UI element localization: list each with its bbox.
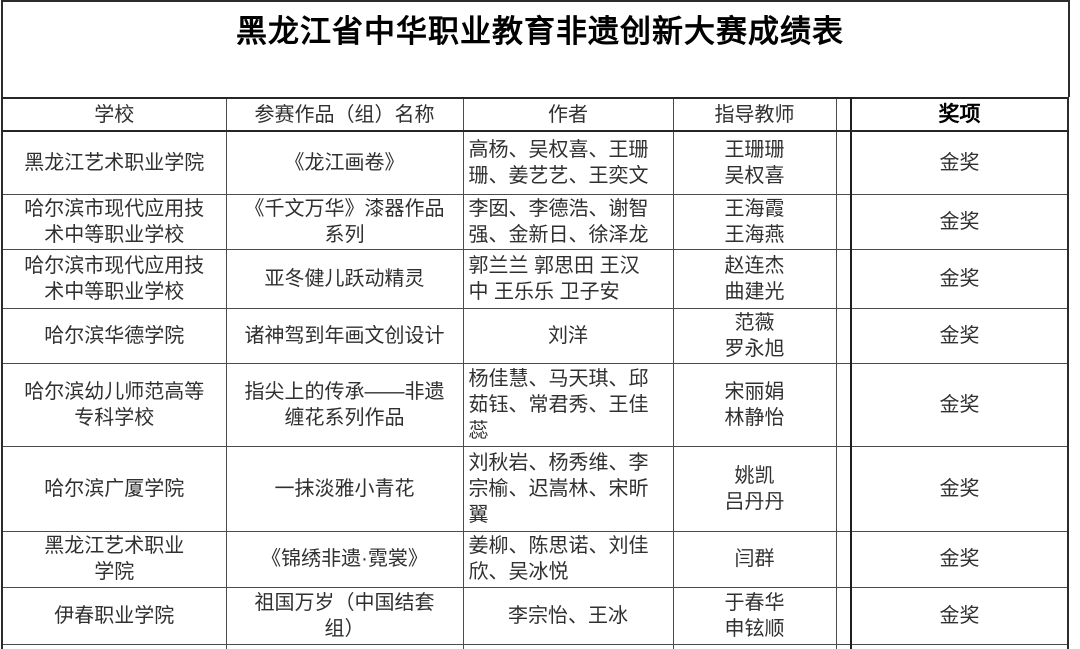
table-row-partial: [1, 643, 1069, 649]
column-gap: [835, 445, 852, 532]
cell-work: 指尖上的传承——非遗 缠花系列作品: [225, 362, 464, 447]
cell-work: 亚冬健儿跃动精灵: [225, 248, 464, 309]
cell-authors: 李宗怡、王冰: [462, 586, 674, 645]
cell-school: 黑龙江艺术职业学院: [1, 130, 227, 195]
column-gap: [835, 193, 852, 250]
cell-school: 哈尔滨幼儿师范高等 专科学校: [1, 362, 227, 447]
title-frame-border: [1, 0, 1070, 97]
cell-authors: 郭兰兰 郭思田 王汉 中 王乐乐 卫子安: [462, 248, 674, 309]
table-row: 伊春职业学院 祖国万岁（中国结套 组） 李宗怡、王冰 于春华 申铉顺 金奖: [1, 586, 1069, 645]
cell-authors: 高杨、吴权喜、王珊 珊、姜艺艺、王奕文: [462, 130, 674, 195]
cell-work: 《千文万华》漆器作品 系列: [225, 193, 464, 250]
cell-award: 金奖: [850, 586, 1069, 645]
cell-authors: 刘洋: [462, 307, 674, 364]
cell-work: 《锦绣非遗·霓裳》: [225, 530, 464, 588]
cell-authors: 杨佳慧、马天琪、邱 茹钰、常君秀、王佳 蕊: [462, 362, 674, 447]
cell-work: 诸神驾到年画文创设计: [225, 307, 464, 364]
table-row: 哈尔滨市现代应用技 术中等职业学校 《千文万华》漆器作品 系列 李囡、李德浩、谢…: [1, 193, 1069, 250]
cell-award: 金奖: [850, 193, 1069, 250]
cell-work: 祖国万岁（中国结套 组）: [225, 586, 464, 645]
cell-teachers: 宋丽娟 林静怡: [672, 362, 837, 447]
table-row: 哈尔滨市现代应用技 术中等职业学校 亚冬健儿跃动精灵 郭兰兰 郭思田 王汉 中 …: [1, 248, 1069, 309]
table-row: 哈尔滨华德学院 诸神驾到年画文创设计 刘洋 范薇 罗永旭 金奖: [1, 307, 1069, 364]
column-gap: [835, 97, 852, 132]
col-header-authors: 作者: [462, 97, 674, 132]
column-gap: [835, 586, 852, 645]
cell-school: 哈尔滨市现代应用技 术中等职业学校: [1, 248, 227, 309]
table-row: 哈尔滨幼儿师范高等 专科学校 指尖上的传承——非遗 缠花系列作品 杨佳慧、马天琪…: [1, 362, 1069, 447]
cell-school: 哈尔滨华德学院: [1, 307, 227, 364]
column-gap: [835, 530, 852, 588]
cell-teachers: 于春华 申铉顺: [672, 586, 837, 645]
cell-teachers: 姚凯 吕丹丹: [672, 445, 837, 532]
col-header-teachers: 指导教师: [672, 97, 837, 132]
cell-teachers: 范薇 罗永旭: [672, 307, 837, 364]
cell-award: 金奖: [850, 445, 1069, 532]
cell-authors: 李囡、李德浩、谢智 强、金新日、徐泽龙: [462, 193, 674, 250]
cell-school: 伊春职业学院: [1, 586, 227, 645]
score-table: 学校 参赛作品（组）名称 作者 指导教师 奖项 黑龙江艺术职业学院 《龙江画卷》…: [1, 97, 1069, 649]
cell-work: 一抹淡雅小青花: [225, 445, 464, 532]
col-header-school: 学校: [1, 97, 227, 132]
page-title: 黑龙江省中华职业教育非遗创新大赛成绩表: [236, 14, 844, 49]
column-gap: [835, 307, 852, 364]
cell-teachers: 闫群: [672, 530, 837, 588]
cell-award: 金奖: [850, 130, 1069, 195]
cell-school: 黑龙江艺术职业 学院: [1, 530, 227, 588]
cell-authors: 姜柳、陈思诺、刘佳 欣、吴冰悦: [462, 530, 674, 588]
cell-teachers: 王海霞 王海燕: [672, 193, 837, 250]
cell-award: 金奖: [850, 530, 1069, 588]
cell-award: 金奖: [850, 362, 1069, 447]
cell-authors: 刘秋岩、杨秀维、李 宗榆、迟嵩林、宋昕 翼: [462, 445, 674, 532]
header-row: 学校 参赛作品（组）名称 作者 指导教师 奖项: [1, 97, 1069, 132]
cell-award: 金奖: [850, 248, 1069, 309]
cell-teachers: 王珊珊 吴权喜: [672, 130, 837, 195]
cell-school: 哈尔滨广厦学院: [1, 445, 227, 532]
column-gap: [835, 643, 852, 649]
table-row: 黑龙江艺术职业学院 《龙江画卷》 高杨、吴权喜、王珊 珊、姜艺艺、王奕文 王珊珊…: [1, 130, 1069, 195]
cell-work: 《龙江画卷》: [225, 130, 464, 195]
column-gap: [835, 130, 852, 195]
table-row: 黑龙江艺术职业 学院 《锦绣非遗·霓裳》 姜柳、陈思诺、刘佳 欣、吴冰悦 闫群 …: [1, 530, 1069, 588]
cell-school: 哈尔滨市现代应用技 术中等职业学校: [1, 193, 227, 250]
cell-award: 金奖: [850, 307, 1069, 364]
table-row: 哈尔滨广厦学院 一抹淡雅小青花 刘秋岩、杨秀维、李 宗榆、迟嵩林、宋昕 翼 姚凯…: [1, 445, 1069, 532]
column-gap: [835, 248, 852, 309]
column-gap: [835, 362, 852, 447]
col-header-work: 参赛作品（组）名称: [225, 97, 464, 132]
col-header-award: 奖项: [850, 97, 1069, 132]
cell-teachers: 赵连杰 曲建光: [672, 248, 837, 309]
